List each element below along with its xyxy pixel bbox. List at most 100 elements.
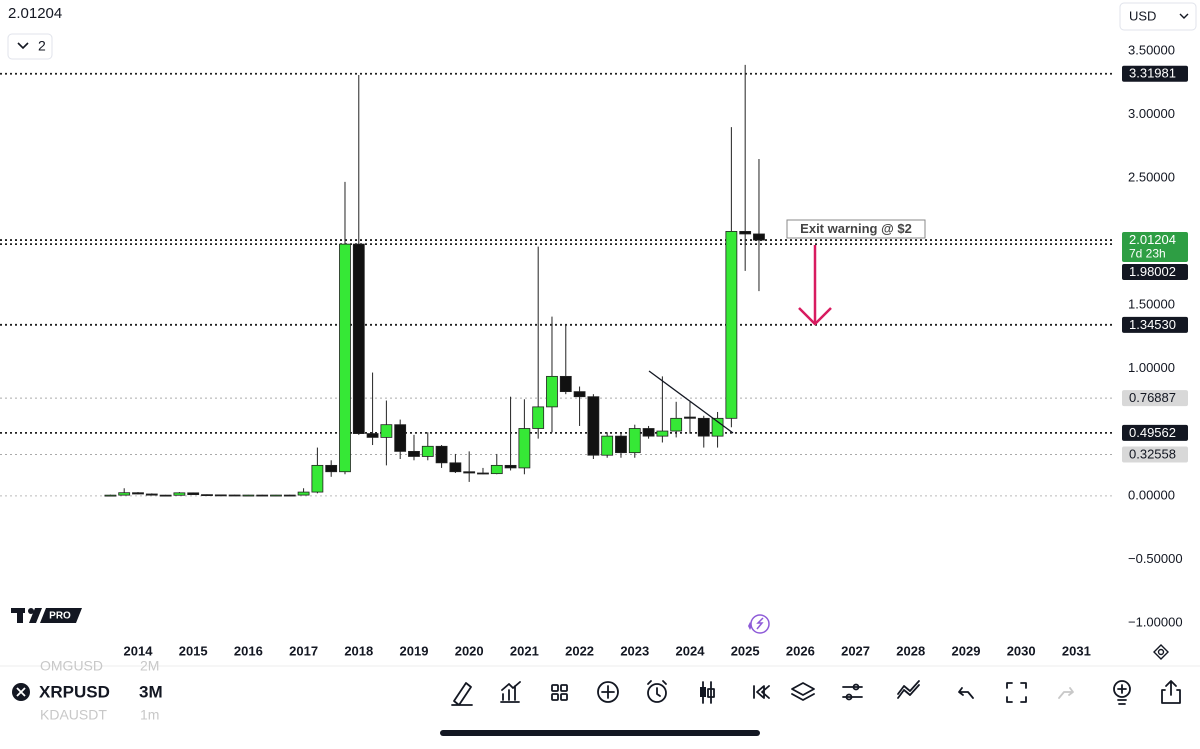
candle-body — [297, 491, 310, 496]
candle-body — [408, 450, 420, 457]
y-tick-label: 1.00000 — [1128, 360, 1175, 375]
x-tick-label: 2016 — [234, 643, 263, 658]
x-tick-label: 2022 — [565, 643, 594, 658]
currency: USD — [1129, 8, 1156, 23]
price-label: 2.01204 — [1129, 232, 1176, 247]
candle-body — [242, 494, 255, 497]
layers-tool[interactable] — [791, 682, 815, 701]
chart-type-tool[interactable] — [700, 681, 715, 704]
candle-body — [559, 375, 572, 393]
candle-body — [656, 430, 669, 437]
warning-arrow — [798, 245, 832, 326]
price-label-box — [1122, 390, 1188, 407]
ideas-tool[interactable] — [1113, 680, 1131, 705]
x-tick-label: 2015 — [179, 643, 208, 658]
candle-body — [463, 471, 476, 474]
candle-body — [339, 243, 351, 473]
candle-body — [546, 375, 558, 408]
indicators-tool[interactable] — [500, 681, 521, 703]
candle-body — [435, 445, 448, 464]
redo-tool[interactable] — [1058, 687, 1074, 699]
candle-body — [201, 494, 213, 497]
candle-body — [380, 424, 393, 438]
candle-body — [104, 494, 117, 497]
candle-body — [518, 428, 531, 469]
candle-body — [311, 464, 324, 493]
x-tick-label: 2020 — [455, 643, 484, 658]
y-tick-label: 2.50000 — [1128, 169, 1175, 184]
indicator-count: 2 — [38, 38, 46, 54]
y-tick-label: 0.00000 — [1128, 487, 1175, 502]
candle-body — [615, 435, 627, 454]
price-label-box — [1122, 316, 1188, 333]
annotation-box — [786, 219, 926, 239]
symbol[interactable]: XRPUSD — [39, 682, 110, 701]
watchlist-symbol[interactable]: OMGUSD — [40, 658, 103, 674]
annotation-text: Exit warning @ $2 — [800, 221, 912, 236]
candle-body — [394, 424, 407, 452]
interval[interactable]: 3M — [139, 682, 163, 701]
indicator-toggle[interactable] — [7, 33, 53, 60]
watchlist-symbol[interactable]: KDAUSDT — [40, 707, 107, 723]
settings-icon[interactable] — [1153, 644, 1169, 660]
draw-tool[interactable] — [451, 682, 473, 706]
x-tick-label: 2024 — [676, 643, 706, 658]
x-tick-label: 2030 — [1007, 643, 1036, 658]
candle-body — [159, 494, 172, 497]
candle-body — [352, 243, 365, 434]
candle-body — [132, 492, 144, 495]
watchlist-interval: 1m — [140, 707, 159, 723]
candle-body — [214, 494, 227, 497]
y-tick-label: 1.50000 — [1128, 297, 1175, 312]
fullscreen-tool[interactable] — [1006, 682, 1027, 703]
price-label: 1.34530 — [1129, 317, 1176, 332]
candle-body — [118, 492, 131, 496]
candle-body — [739, 231, 752, 235]
ai-icon[interactable] — [748, 614, 770, 634]
candle-body — [684, 416, 696, 419]
layout-tool[interactable] — [551, 684, 568, 701]
x-tick-label: 2014 — [124, 643, 154, 658]
candle-body — [725, 231, 738, 419]
price-label-box — [1122, 446, 1188, 463]
x-tick-label: 2019 — [400, 643, 429, 658]
settings-tool[interactable] — [842, 683, 863, 701]
y-tick-label: −0.50000 — [1128, 551, 1183, 566]
candle-body — [753, 233, 765, 241]
candle-body — [256, 494, 269, 497]
candle-body — [270, 494, 282, 497]
replay-tool[interactable] — [753, 685, 770, 699]
undo-tool[interactable] — [958, 687, 974, 699]
candle-body — [477, 472, 489, 475]
x-tick-label: 2028 — [896, 643, 925, 658]
compare-tool[interactable] — [897, 680, 920, 699]
price-label: 0.32558 — [1129, 446, 1176, 461]
watchlist-interval: 2M — [140, 658, 159, 674]
x-tick-label: 2021 — [510, 643, 539, 658]
x-tick-label: 2023 — [620, 643, 649, 658]
candle-body — [325, 464, 338, 473]
x-tick-label: 2025 — [731, 643, 760, 658]
candle-body — [601, 435, 614, 456]
price-label-box — [1122, 264, 1188, 281]
home-indicator — [440, 730, 760, 736]
price-label: 0.49562 — [1129, 425, 1176, 440]
symbol-close[interactable] — [12, 683, 30, 701]
x-tick-label: 2018 — [344, 643, 373, 658]
dropdown-icon — [1179, 13, 1189, 19]
x-tick-label: 2017 — [289, 643, 318, 658]
candle-body — [670, 417, 683, 432]
price-label-box — [1122, 65, 1188, 82]
candle-body — [449, 462, 462, 473]
currency-select[interactable] — [1119, 2, 1197, 31]
candle-body — [173, 492, 186, 496]
alert-tool[interactable] — [647, 680, 667, 703]
add-tool[interactable] — [597, 681, 619, 703]
x-tick-label: 2031 — [1062, 643, 1091, 658]
candle-body — [532, 406, 545, 429]
price-label-box — [1122, 232, 1188, 263]
candle-body — [711, 417, 724, 437]
tradingview-logo: PRO — [11, 608, 82, 623]
share-tool[interactable] — [1161, 680, 1181, 704]
